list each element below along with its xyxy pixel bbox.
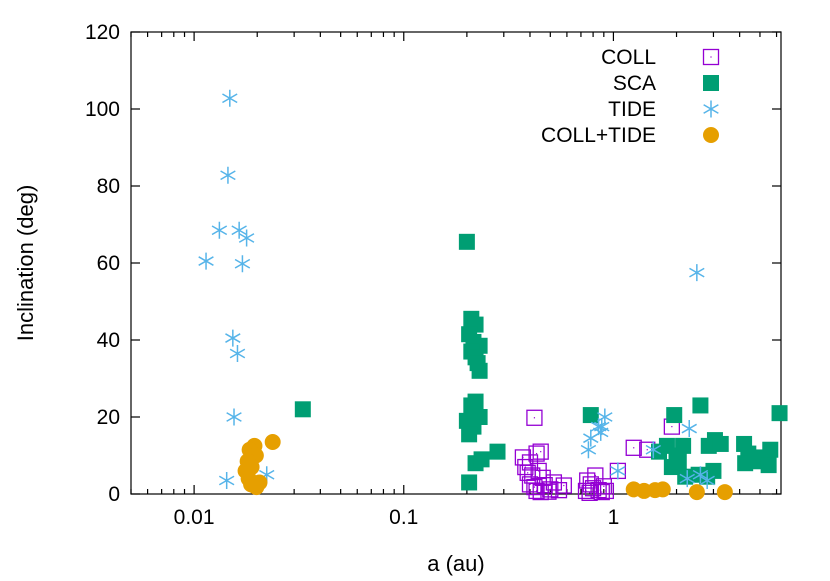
y-tick-label: 60 (97, 252, 120, 275)
data-point-coll-tide (688, 484, 705, 501)
data-point-sca (461, 426, 478, 443)
y-tick-label: 80 (97, 175, 120, 198)
data-point-coll (577, 482, 595, 500)
data-point-sca (666, 407, 683, 424)
data-point-coll-tide (716, 484, 733, 501)
data-point-sca (467, 393, 484, 410)
data-point-coll-tide (654, 481, 671, 498)
data-point-tide (238, 229, 255, 247)
legend-marker (702, 48, 720, 66)
series-tide (198, 89, 715, 490)
y-tick-label: 100 (85, 98, 120, 121)
data-point-sca (458, 233, 475, 250)
x-tick-label: 0.01 (174, 506, 215, 529)
data-point-coll (625, 439, 642, 456)
data-point-sca (471, 409, 488, 425)
data-point-sca (489, 443, 506, 460)
data-point-coll (528, 445, 545, 462)
y-tick-label: 0 (108, 483, 120, 506)
data-point-sca (762, 441, 779, 458)
data-point-sca (461, 474, 478, 491)
legend: COLL SCA TIDE COLL+TIDE (541, 46, 720, 147)
data-point-tide (590, 418, 607, 436)
data-point-tide (211, 221, 228, 239)
data-point-sca (712, 435, 729, 452)
data-markers (198, 89, 788, 501)
data-point-coll (521, 454, 539, 471)
data-point-tide (198, 252, 214, 270)
y-axis-label: Inclination (deg) (13, 185, 38, 342)
legend-label: SCA (613, 72, 656, 95)
data-point-coll (526, 409, 543, 426)
data-point-coll-tide (248, 479, 265, 496)
legend-label: COLL (601, 46, 656, 69)
data-point-coll (593, 483, 610, 501)
data-point-coll-tide (264, 434, 281, 451)
legend-label: COLL+TIDE (541, 124, 656, 147)
series-coll-tide (237, 434, 733, 501)
legend-marker (703, 100, 719, 118)
data-point-tide (231, 221, 247, 239)
data-point-tide (689, 264, 705, 282)
data-point-tide (218, 472, 235, 490)
legend-marker (703, 127, 719, 143)
data-point-tide (222, 89, 238, 107)
y-tick-label: 120 (85, 21, 120, 44)
data-point-sca (675, 437, 692, 454)
legend-label: TIDE (608, 98, 656, 121)
data-point-sca (651, 443, 668, 460)
data-point-tide (583, 429, 599, 447)
y-tick-label: 20 (97, 406, 120, 429)
data-point-tide (692, 466, 709, 484)
data-point-tide (220, 166, 236, 184)
data-point-tide (699, 472, 715, 490)
data-point-coll (526, 478, 543, 496)
data-point-coll (595, 478, 612, 495)
x-tick-label: 0.1 (389, 506, 418, 529)
data-point-tide (679, 470, 695, 488)
y-tick-label: 40 (97, 329, 120, 352)
data-point-coll (581, 484, 598, 501)
data-point-tide (229, 344, 246, 362)
data-point-coll (532, 443, 549, 460)
data-point-sca (705, 462, 722, 479)
data-point-tide (580, 441, 597, 459)
data-point-coll (550, 481, 568, 499)
data-point-tide (681, 420, 697, 438)
data-point-tide (610, 462, 626, 480)
x-axis-label: a (au) (427, 551, 484, 576)
data-point-sca (692, 397, 709, 414)
data-point-sca (473, 451, 490, 468)
data-point-tide (226, 408, 242, 426)
data-point-sca (771, 405, 788, 422)
data-point-sca (471, 362, 488, 379)
data-point-coll (540, 483, 557, 500)
data-point-sca (294, 401, 311, 418)
axis-ticks: 0 20 40 60 80 100 120 0.01 0.1 1 (85, 21, 781, 529)
x-tick-label: 1 (608, 506, 620, 529)
data-point-coll (555, 477, 572, 494)
data-point-tide (225, 329, 241, 347)
data-point-sca (582, 407, 599, 424)
data-point-tide (234, 255, 251, 273)
data-point-sca (670, 453, 687, 470)
data-point-sca (760, 457, 777, 474)
data-point-tide (645, 441, 662, 459)
data-point-coll (597, 482, 614, 500)
legend-marker (703, 75, 719, 91)
data-point-tide (592, 423, 609, 441)
